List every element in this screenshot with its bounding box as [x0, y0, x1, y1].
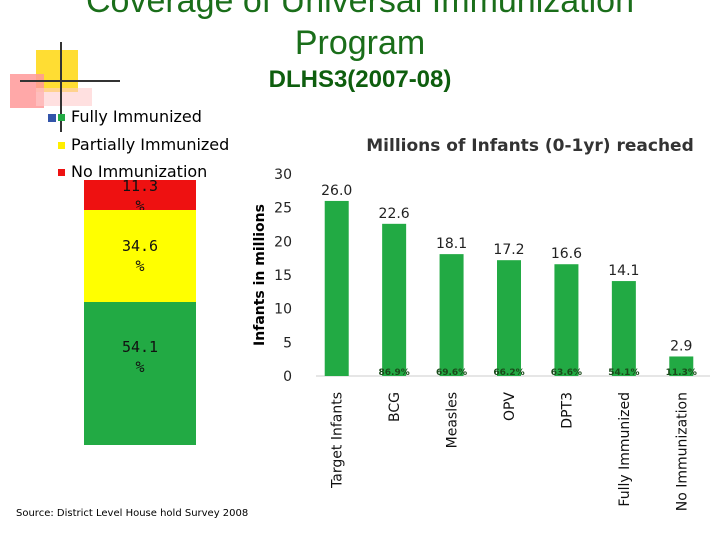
- y-tick-label: 20: [274, 234, 292, 250]
- bar-chart: Millions of Infants (0-1yr) reached Infan…: [252, 136, 710, 511]
- stacked-percentage-bar: 11.3 % 34.6 % 54.1 %: [84, 177, 196, 445]
- stacked-segment-label: 54.1 %: [121, 338, 159, 377]
- decor-bar-pink: [36, 88, 92, 106]
- bar-percent-label: 63.6%: [551, 368, 582, 378]
- bar: [611, 281, 636, 376]
- decor-horizontal-line: [20, 80, 120, 82]
- bar: [382, 223, 407, 376]
- x-tick-label: Measles: [445, 392, 461, 448]
- legend-item-fully-immunized: Fully Immunized: [58, 107, 202, 126]
- x-tick-label: BCG: [387, 392, 403, 422]
- legend-swatch-red: [58, 169, 65, 176]
- chart-title: Millions of Infants (0-1yr) reached: [366, 136, 694, 156]
- legend-item-partially-immunized: Partially Immunized: [58, 135, 229, 154]
- bar-percent-label: 69.6%: [436, 368, 467, 378]
- legend-item-no-immunization: No Immunization: [58, 162, 207, 181]
- x-tick-label: DPT3: [559, 392, 575, 429]
- y-tick-label: 10: [274, 302, 292, 318]
- bar-value-label: 16.6: [551, 246, 582, 262]
- bar-value-label: 26.0: [321, 183, 352, 199]
- slide-subtitle: DLHS3(2007-08): [268, 66, 452, 93]
- bar: [439, 254, 464, 376]
- x-tick-label: Fully Immunized: [617, 392, 633, 507]
- decor-vertical-line: [60, 42, 62, 132]
- legend-label: Fully Immunized: [71, 107, 202, 126]
- y-tick-label: 15: [274, 268, 292, 284]
- bar-value-label: 17.2: [493, 242, 524, 258]
- slide-title-line1: Coverage of Universal Immunization: [85, 0, 635, 20]
- y-tick-label: 30: [274, 167, 292, 183]
- x-tick-label: OPV: [502, 392, 518, 421]
- bar: [669, 356, 694, 376]
- bar-value-label: 18.1: [436, 236, 467, 252]
- stacked-segment-label: 11.3 %: [121, 177, 159, 215]
- legend-swatch-green: [58, 114, 65, 121]
- legend-label: No Immunization: [71, 162, 208, 181]
- legend-swatch-yellow: [58, 142, 65, 149]
- bar-value-label: 14.1: [608, 263, 639, 279]
- bar-value-label: 22.6: [379, 206, 410, 222]
- stacked-segment: [84, 180, 196, 210]
- bar-percent-label: 66.2%: [493, 368, 524, 378]
- legend-label: Partially Immunized: [71, 135, 230, 154]
- stacked-segment-label: 34.6 %: [121, 236, 159, 275]
- bar: [497, 260, 521, 376]
- y-axis-label: Infants in millions: [252, 204, 268, 346]
- bar-percent-label: 86.9%: [379, 368, 410, 378]
- bar-percent-label: 11.3%: [666, 368, 697, 378]
- bar: [554, 264, 579, 376]
- stacked-segment: [84, 209, 196, 302]
- x-tick-label: Target Infants: [330, 392, 346, 489]
- bar-value-label: 2.9: [670, 338, 692, 354]
- source-note: Source: District Level House hold Survey…: [16, 508, 249, 519]
- y-tick-label: 0: [283, 369, 292, 385]
- stacked-segment: [84, 301, 196, 445]
- y-tick-label: 5: [283, 335, 292, 351]
- bar: [324, 200, 349, 376]
- decor-square-blue: [48, 114, 56, 122]
- x-tick-label: No Immunization: [674, 392, 690, 511]
- slide-title-line2: Program: [294, 24, 426, 62]
- bar-percent-label: 54.1%: [608, 368, 639, 378]
- y-tick-label: 25: [274, 201, 292, 217]
